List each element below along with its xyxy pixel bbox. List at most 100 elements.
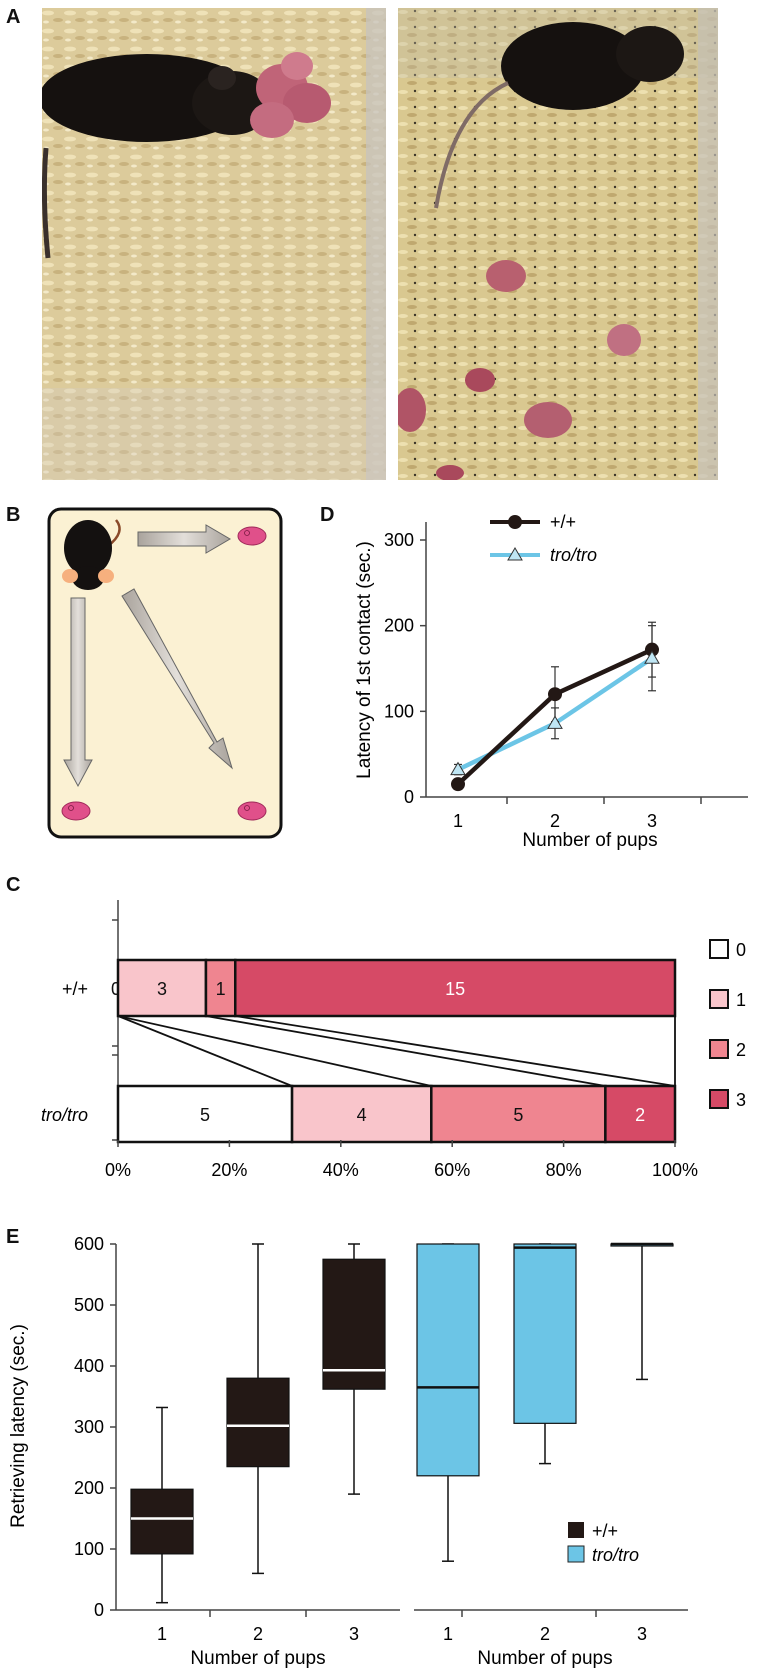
photo-left	[42, 8, 386, 480]
box-tro-2	[513, 1243, 577, 1465]
panel-label-a: A	[6, 6, 21, 28]
y-tick-label: 100	[74, 1539, 104, 1559]
box-body	[513, 1243, 577, 1424]
arrow-icon	[137, 524, 231, 554]
y-tick-label: 500	[74, 1295, 104, 1315]
y-tick-label: 300	[384, 530, 414, 550]
bar-segment	[116, 1084, 294, 1144]
legend-label: 1	[736, 990, 746, 1010]
mouse-icon	[62, 519, 121, 590]
line-chart-first-contact: 0 100 200 300 1 2 3 Latency of 1st contact (s…	[354, 512, 748, 851]
legend-swatch	[709, 1089, 729, 1109]
x-tick-label: 60%	[434, 1160, 470, 1180]
pup-icon	[61, 801, 91, 821]
legend: +/+ tro/tro	[567, 1521, 639, 1565]
segment-label: 2	[635, 1105, 645, 1125]
bar-segment	[604, 1084, 677, 1144]
connector-line	[205, 1015, 606, 1087]
x-tick-label: 100%	[652, 1160, 698, 1180]
legend-label-wt: +/+	[550, 512, 576, 532]
photo-right	[398, 8, 718, 480]
bar-segment	[234, 958, 677, 1018]
data-point-tro	[547, 715, 563, 729]
legend-label-tro: tro/tro	[550, 545, 597, 565]
box-body	[226, 1377, 290, 1468]
y-tick-label: 600	[74, 1236, 104, 1254]
arena-diagram	[47, 507, 283, 839]
y-tick-label: 200	[74, 1478, 104, 1498]
legend-label: 2	[736, 1040, 746, 1060]
box-body	[130, 1488, 194, 1555]
category-label: +/+	[62, 979, 88, 999]
data-point-wt	[451, 777, 465, 792]
y-tick-label: 0	[94, 1600, 104, 1620]
x-tick-label: 1	[157, 1624, 167, 1644]
data-point-wt	[548, 687, 562, 702]
category-label: tro/tro	[41, 1105, 88, 1125]
box-wt-3	[322, 1243, 386, 1495]
x-tick-label: 80%	[546, 1160, 582, 1180]
segment-label: 5	[200, 1105, 210, 1125]
legend-swatch-tro	[567, 1545, 585, 1563]
segment-label: 5	[513, 1105, 523, 1125]
x-axis-label-right: Number of pups	[477, 1648, 612, 1669]
legend-swatch-wt	[568, 1522, 584, 1538]
box-plot-retrieving-latency: 0 100 200 300 400 500 600 1 2 3 1 2 3 Retrieving la…	[8, 1236, 688, 1669]
legend-label-wt: +/+	[592, 1521, 618, 1541]
box-body	[322, 1258, 386, 1390]
panel-label-e: E	[6, 1226, 20, 1248]
panel-label-c: C	[6, 874, 21, 896]
legend-swatch	[709, 1039, 729, 1059]
segment-label: 3	[157, 979, 167, 999]
box-wt-2	[226, 1243, 290, 1575]
box-wt-1	[130, 1406, 194, 1604]
connector-line	[117, 1015, 432, 1087]
bar-segment	[116, 958, 208, 1018]
x-tick-label: 1	[453, 811, 463, 831]
box-body	[416, 1243, 480, 1477]
x-axis-label: Number of pups	[522, 830, 657, 851]
x-axis-label-left: Number of pups	[190, 1648, 325, 1669]
x-tick-label: 3	[647, 811, 657, 831]
adult-mouse-photo	[42, 54, 272, 142]
y-tick-label: 300	[74, 1417, 104, 1437]
adult-mouse-photo-right	[501, 22, 684, 110]
scattered-pups-photo	[398, 260, 641, 480]
connector-line	[235, 1015, 676, 1087]
legend-label-tro: tro/tro	[592, 1545, 639, 1565]
box-tro-1	[416, 1243, 480, 1562]
panel-label-b: B	[6, 504, 21, 526]
legend-swatch	[709, 989, 729, 1009]
segment-label: 0	[111, 979, 121, 999]
x-tick-label: 40%	[323, 1160, 359, 1180]
y-tick-label: 400	[74, 1356, 104, 1376]
x-tick-label: 2	[550, 811, 560, 831]
y-axis-label: Retrieving latency (sec.)	[8, 1324, 29, 1528]
segment-label: 15	[445, 979, 465, 999]
y-tick-label: 100	[384, 701, 414, 721]
bar-segment	[290, 1084, 433, 1144]
segment-label: 1	[216, 979, 226, 999]
bar-segment	[204, 958, 237, 1018]
y-tick-label: 200	[384, 616, 414, 636]
x-tick-label: 1	[443, 1624, 453, 1644]
x-tick-label: 20%	[211, 1160, 247, 1180]
data-point-tro	[450, 761, 466, 776]
legend: +/+ tro/tro	[490, 512, 597, 565]
pups-photo	[250, 52, 331, 138]
x-tick-label: 3	[349, 1624, 359, 1644]
data-point-tro	[644, 650, 660, 664]
x-tick-label: 3	[637, 1624, 647, 1644]
pup-icon	[237, 526, 267, 546]
box-tro-3	[610, 1242, 674, 1381]
arrow-icon	[63, 597, 93, 788]
legend-label: 0	[736, 940, 746, 960]
x-tick-label: 2	[540, 1624, 550, 1644]
x-tick-label: 2	[253, 1624, 263, 1644]
panel-label-d: D	[320, 504, 335, 526]
x-tick-label: 0%	[105, 1160, 131, 1180]
legend-label: 3	[736, 1090, 746, 1110]
arrow-icon	[121, 588, 233, 770]
y-axis-label: Latency of 1st contact (sec.)	[354, 541, 375, 779]
segment-label: 4	[357, 1105, 367, 1125]
